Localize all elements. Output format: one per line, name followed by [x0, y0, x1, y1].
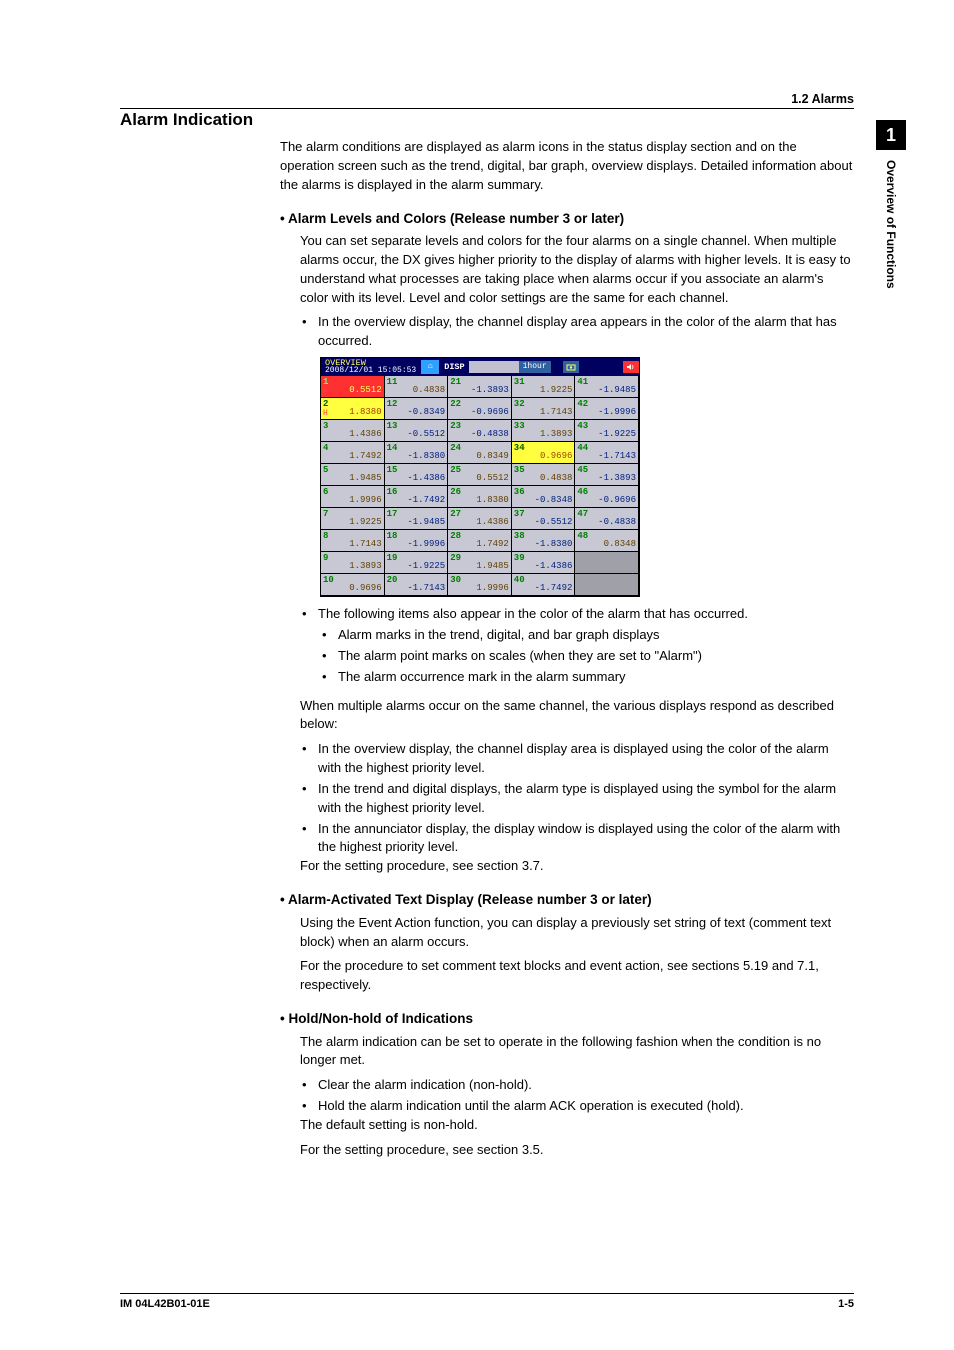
overview-cell: 311.9225	[512, 376, 576, 398]
overview-cell: 19-1.9225	[385, 552, 449, 574]
overview-cell: 41-1.9485	[575, 376, 639, 398]
side-tab-text: Overview of Functions	[876, 150, 898, 289]
overview-cell: 38-1.8380	[512, 530, 576, 552]
footer-left: IM 04L42B01-01E	[120, 1298, 210, 1310]
overview-onehour: 1hour	[519, 361, 551, 373]
overview-cell: 480.8348	[575, 530, 639, 552]
overview-cell: 100.9696	[321, 574, 385, 596]
overview-cell: 22-0.9696	[448, 398, 512, 420]
overview-cell: 36-0.8348	[512, 486, 576, 508]
overview-cell: 13-0.5512	[385, 420, 449, 442]
s3b1: •Clear the alarm indication (non-hold).	[300, 1076, 854, 1095]
overview-cell: 18-1.9996	[385, 530, 449, 552]
after-ov-bullet: •The following items also appear in the …	[300, 605, 854, 624]
c3: •In the annunciator display, the display…	[300, 820, 854, 858]
overview-cell: 240.8349	[448, 442, 512, 464]
overview-cell: 44-1.7143	[575, 442, 639, 464]
overview-cell: 91.3893	[321, 552, 385, 574]
overview-cell: 12-0.8349	[385, 398, 449, 420]
c1: •In the overview display, the channel di…	[300, 740, 854, 778]
c2: •In the trend and digital displays, the …	[300, 780, 854, 818]
overview-cell: 250.5512	[448, 464, 512, 486]
sub1-title: • Alarm Levels and Colors (Release numbe…	[280, 209, 854, 229]
overview-cell: 42-1.9996	[575, 398, 639, 420]
sub2-p1: Using the Event Action function, you can…	[300, 914, 854, 952]
header-section: 1.2 Alarms	[791, 92, 854, 106]
overview-cell: 16-1.7492	[385, 486, 449, 508]
overview-cell: 81.7143	[321, 530, 385, 552]
sub3-p2: The default setting is non-hold.	[300, 1116, 854, 1135]
overview-cell: 23-0.4838	[448, 420, 512, 442]
overview-config-icon: ⌂	[421, 360, 439, 374]
overview-cell: 271.4386	[448, 508, 512, 530]
overview-cell: 301.9996	[448, 574, 512, 596]
overview-cell: 15-1.4386	[385, 464, 449, 486]
sb1: •Alarm marks in the trend, digital, and …	[320, 626, 854, 645]
overview-cell: 14-1.8380	[385, 442, 449, 464]
overview-cell: 37-0.5512	[512, 508, 576, 530]
sub1-p2: When multiple alarms occur on the same c…	[300, 697, 854, 735]
sub2-p2: For the procedure to set comment text bl…	[300, 957, 854, 995]
overview-cell: 40-1.7492	[512, 574, 576, 596]
overview-cell: 21-1.3893	[448, 376, 512, 398]
sub3-title: • Hold/Non-hold of Indications	[280, 1009, 854, 1029]
overview-cell: 331.3893	[512, 420, 576, 442]
overview-cell: 31.4386	[321, 420, 385, 442]
sub2-title: • Alarm-Activated Text Display (Release …	[280, 890, 854, 910]
side-tab: 1 Overview of Functions	[876, 120, 906, 380]
header-rule	[120, 108, 854, 109]
overview-cell: 41.7492	[321, 442, 385, 464]
overview-cell: 261.8380	[448, 486, 512, 508]
camera-icon	[563, 361, 579, 373]
page-title: Alarm Indication	[120, 110, 854, 130]
overview-cell: 51.9485	[321, 464, 385, 486]
overview-grid: 1H0.5512110.483821-1.3893311.922541-1.94…	[321, 376, 639, 596]
overview-timestamp: 2008/12/01 15:05:53	[325, 367, 416, 375]
overview-disp-label: DISP	[440, 361, 468, 373]
footer: IM 04L42B01-01E 1-5	[120, 1293, 854, 1310]
s3b2: •Hold the alarm indication until the ala…	[300, 1097, 854, 1116]
overview-cell: 281.7492	[448, 530, 512, 552]
overview-cell: 43-1.9225	[575, 420, 639, 442]
overview-cell	[575, 552, 639, 574]
overview-cell: 291.9485	[448, 552, 512, 574]
sub1-b1: •In the overview display, the channel di…	[300, 313, 854, 351]
sub1-p1: You can set separate levels and colors f…	[300, 232, 854, 307]
intro-paragraph: The alarm conditions are displayed as al…	[280, 138, 854, 195]
overview-cell: 17-1.9485	[385, 508, 449, 530]
overview-screenshot: OVERVIEW 2008/12/01 15:05:53 ⌂ DISP 1hou…	[320, 357, 640, 597]
overview-cell: 47-0.4838	[575, 508, 639, 530]
overview-cell: 1H0.5512	[321, 376, 385, 398]
sb3: •The alarm occurrence mark in the alarm …	[320, 668, 854, 687]
sub1-p3: For the setting procedure, see section 3…	[300, 857, 854, 876]
overview-cell: 110.4838	[385, 376, 449, 398]
overview-cell: 45-1.3893	[575, 464, 639, 486]
speaker-icon	[623, 361, 639, 373]
overview-cell	[575, 574, 639, 596]
overview-cell: 39-1.4386	[512, 552, 576, 574]
overview-cell: 71.9225	[321, 508, 385, 530]
overview-titlebar: OVERVIEW 2008/12/01 15:05:53 ⌂ DISP 1hou…	[321, 358, 639, 376]
side-tab-number: 1	[876, 120, 906, 150]
overview-cell: 321.7143	[512, 398, 576, 420]
sb2: •The alarm point marks on scales (when t…	[320, 647, 854, 666]
overview-cell: 46-0.9696	[575, 486, 639, 508]
sub3-p3: For the setting procedure, see section 3…	[300, 1141, 854, 1160]
overview-cell: 61.9996	[321, 486, 385, 508]
overview-cell: 350.4838	[512, 464, 576, 486]
overview-cell: 340.9696	[512, 442, 576, 464]
sub3-p1: The alarm indication can be set to opera…	[300, 1033, 854, 1071]
overview-blank	[469, 361, 519, 373]
overview-cell: 20-1.7143	[385, 574, 449, 596]
overview-cell: 2H1.8380	[321, 398, 385, 420]
footer-right: 1-5	[838, 1298, 854, 1310]
